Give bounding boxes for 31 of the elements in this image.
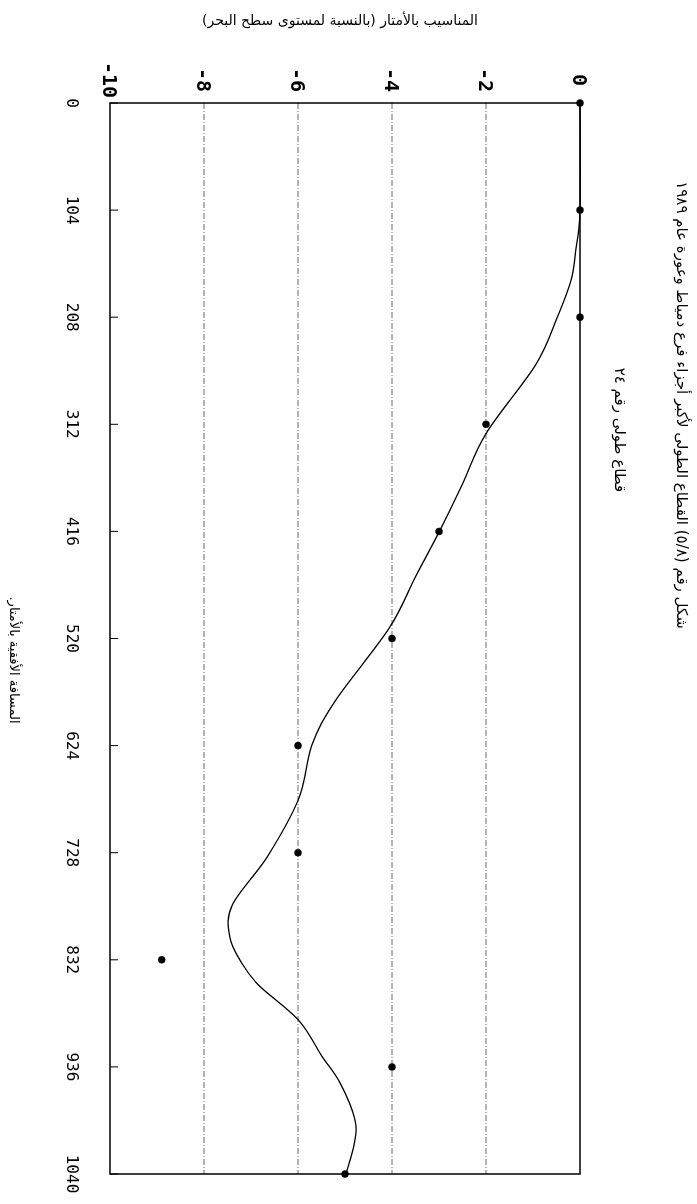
x-tick-label: 0 bbox=[568, 73, 592, 87]
text: شكل رقم (٥/٨) القطاع الطولى لأكبر أجزاء فرع دمياط وعورة عام ١٩٨٩ bbox=[673, 181, 692, 629]
point bbox=[576, 99, 584, 107]
point bbox=[482, 420, 490, 429]
point bbox=[388, 634, 396, 643]
point bbox=[576, 313, 584, 321]
y-tick-label: 312 bbox=[62, 409, 82, 439]
text: قطاع طولى رقم ٢٤ bbox=[611, 367, 629, 493]
point bbox=[294, 848, 302, 857]
y-tick-label: 416 bbox=[62, 516, 82, 546]
point bbox=[388, 1063, 396, 1071]
y-tick-label: 936 bbox=[62, 1052, 82, 1082]
point bbox=[341, 1170, 349, 1178]
x-tick-label: -10 bbox=[98, 61, 122, 99]
y-axis-title: المسافة الأفقية بالأمتار. bbox=[5, 596, 23, 724]
x-tick-label: -2 bbox=[474, 67, 498, 93]
y-tick-label: 104 bbox=[62, 195, 82, 225]
y-tick-label: 520 bbox=[62, 624, 82, 653]
y-tick-label: 208 bbox=[62, 302, 82, 332]
point bbox=[157, 956, 166, 964]
y-tick-label: 728 bbox=[62, 838, 82, 868]
y-tick-label: 0 bbox=[62, 98, 82, 108]
x-tick-label: -8 bbox=[192, 67, 216, 93]
x-tick-label: -4 bbox=[380, 67, 404, 93]
y-tick-label: 624 bbox=[62, 731, 82, 761]
x-axis-title: المناسيب بالأمتار (بالنسبة لمستوى سطح البحر) bbox=[201, 11, 479, 29]
y-tick-label: 832 bbox=[62, 945, 82, 975]
point bbox=[294, 741, 302, 750]
y-tick-label: 1040 bbox=[62, 1154, 82, 1194]
x-tick-label: -6 bbox=[286, 67, 310, 93]
point bbox=[435, 527, 443, 536]
